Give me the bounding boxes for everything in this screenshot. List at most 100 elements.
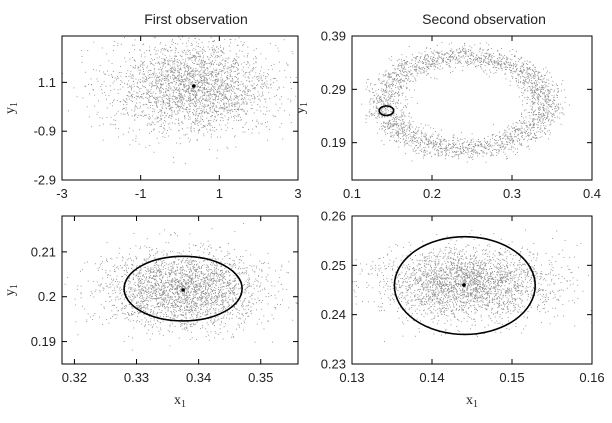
scatter-point (196, 52, 198, 54)
scatter-point (224, 63, 226, 65)
scatter-point (214, 94, 215, 96)
scatter-point (490, 53, 492, 55)
scatter-point (426, 69, 428, 71)
scatter-point (181, 107, 183, 109)
scatter-point (437, 66, 439, 68)
scatter-point (396, 113, 398, 115)
scatter-point (433, 128, 435, 130)
scatter-point (167, 130, 169, 132)
scatter-point (546, 89, 548, 91)
scatter-point (199, 129, 201, 131)
scatter-point (460, 51, 462, 53)
scatter-point (204, 51, 206, 53)
scatter-point (437, 58, 439, 60)
scatter-point (462, 150, 464, 152)
scatter-point (514, 136, 516, 138)
scatter-point (135, 78, 137, 80)
scatter-point (173, 87, 175, 89)
scatter-point (445, 151, 447, 153)
scatter-point (496, 67, 498, 68)
scatter-point (170, 108, 171, 110)
scatter-point (234, 98, 236, 100)
scatter-point (202, 125, 204, 126)
scatter-point (177, 67, 179, 69)
scatter-point (192, 74, 194, 76)
scatter-point (199, 62, 201, 64)
scatter-point (490, 59, 492, 61)
scatter-point (175, 87, 177, 89)
scatter-point (485, 52, 487, 54)
scatter-point (531, 73, 533, 75)
scatter-point (190, 70, 192, 72)
scatter-point (453, 155, 455, 157)
scatter-point (428, 141, 429, 143)
scatter-point (220, 79, 222, 81)
scatter-point (234, 57, 236, 59)
scatter-point (390, 126, 392, 128)
scatter-point (538, 108, 539, 110)
scatter-point (473, 52, 475, 54)
scatter-point (124, 37, 125, 38)
scatter-point (380, 103, 382, 105)
scatter-point (162, 83, 164, 85)
scatter-point (396, 132, 398, 134)
scatter-point (462, 55, 464, 57)
scatter-point (434, 131, 436, 133)
scatter-point (443, 57, 445, 59)
scatter-point (481, 144, 483, 146)
scatter-point (544, 114, 545, 116)
scatter-point (243, 55, 245, 57)
scatter-point (172, 71, 174, 73)
scatter-point (241, 109, 242, 111)
scatter-point (134, 108, 136, 110)
scatter-point (508, 69, 510, 70)
scatter-point (215, 71, 217, 73)
scatter-point (543, 105, 545, 107)
scatter-point (435, 142, 437, 144)
scatter-point (259, 100, 261, 102)
scatter-point (381, 80, 383, 82)
scatter-point (209, 96, 211, 98)
scatter-point (149, 132, 150, 134)
scatter-point (136, 83, 138, 85)
scatter-point (395, 92, 396, 94)
scatter-point (198, 73, 199, 75)
scatter-point (243, 91, 245, 92)
scatter-point (221, 64, 223, 66)
scatter-point (490, 139, 491, 141)
scatter-point (512, 140, 514, 142)
scatter-point (189, 49, 191, 51)
scatter-point (404, 139, 406, 141)
scatter-point (222, 70, 224, 72)
scatter-point (115, 127, 117, 129)
scatter-point (212, 41, 214, 43)
scatter-point (115, 119, 117, 121)
scatter-point (260, 110, 262, 112)
scatter-point (385, 89, 386, 91)
scatter-point (500, 67, 502, 69)
scatter-point (222, 67, 224, 69)
scatter-point (149, 101, 151, 103)
scatter-point (392, 134, 394, 136)
scatter-point (533, 102, 535, 104)
scatter-point (532, 64, 534, 66)
scatter-point (196, 138, 198, 140)
scatter-point (225, 80, 227, 81)
scatter-point (460, 56, 462, 58)
scatter-point (189, 106, 191, 107)
scatter-point (465, 50, 467, 52)
scatter-point (445, 154, 447, 156)
scatter-point (248, 90, 250, 92)
scatter-point (132, 74, 134, 76)
scatter-point (473, 58, 474, 60)
scatter-point (412, 142, 414, 144)
scatter-point (423, 134, 425, 136)
scatter-point (194, 90, 196, 92)
scatter-point (163, 101, 164, 103)
scatter-point (272, 82, 274, 83)
scatter-point (178, 65, 180, 67)
scatter-point (214, 86, 216, 88)
scatter-point (236, 97, 238, 99)
scatter-point (187, 73, 188, 75)
scatter-point (164, 63, 165, 65)
